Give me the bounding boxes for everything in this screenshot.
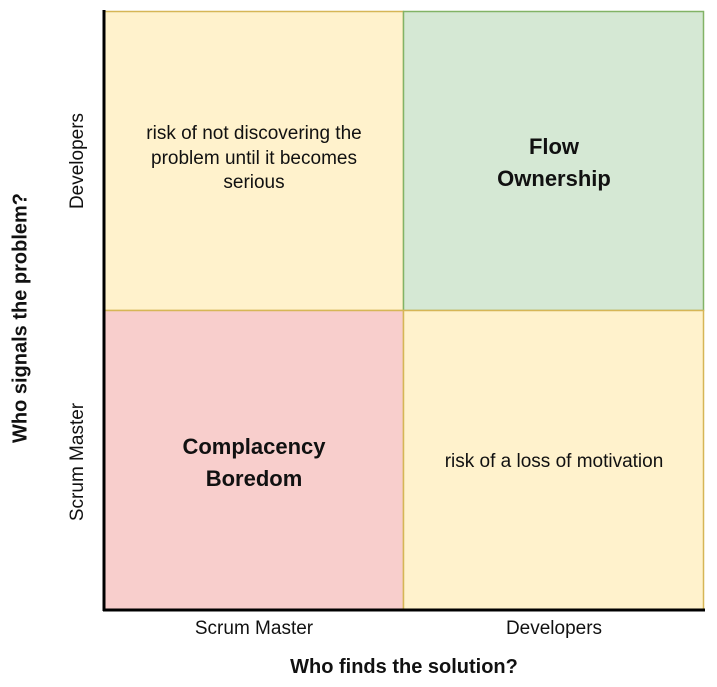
- quadrant-bottom-left: [103, 309, 405, 611]
- x-tick-scrum-master: Scrum Master: [194, 618, 314, 639]
- quadrant-bottom-right: [402, 309, 705, 611]
- x-tick-developers: Developers: [505, 618, 603, 639]
- y-tick-scrum-master: Scrum Master: [67, 402, 88, 522]
- y-tick-developers: Developers: [67, 112, 88, 210]
- quadrant-top-right: [402, 10, 705, 312]
- quadrant-bottom-right-text: risk of a loss of motivation: [444, 451, 664, 472]
- y-axis-label: Who signals the problem?: [9, 192, 32, 444]
- quadrant-top-left: [103, 10, 405, 312]
- x-axis-label: Who finds the solution?: [290, 656, 518, 678]
- quadrant-top-left-text: risk of not discovering the problem unti…: [146, 123, 362, 194]
- quadrant-bottom-left-text: Complacency Boredom: [182, 434, 326, 491]
- quadrant-top-right-text: Flow Ownership: [497, 134, 611, 191]
